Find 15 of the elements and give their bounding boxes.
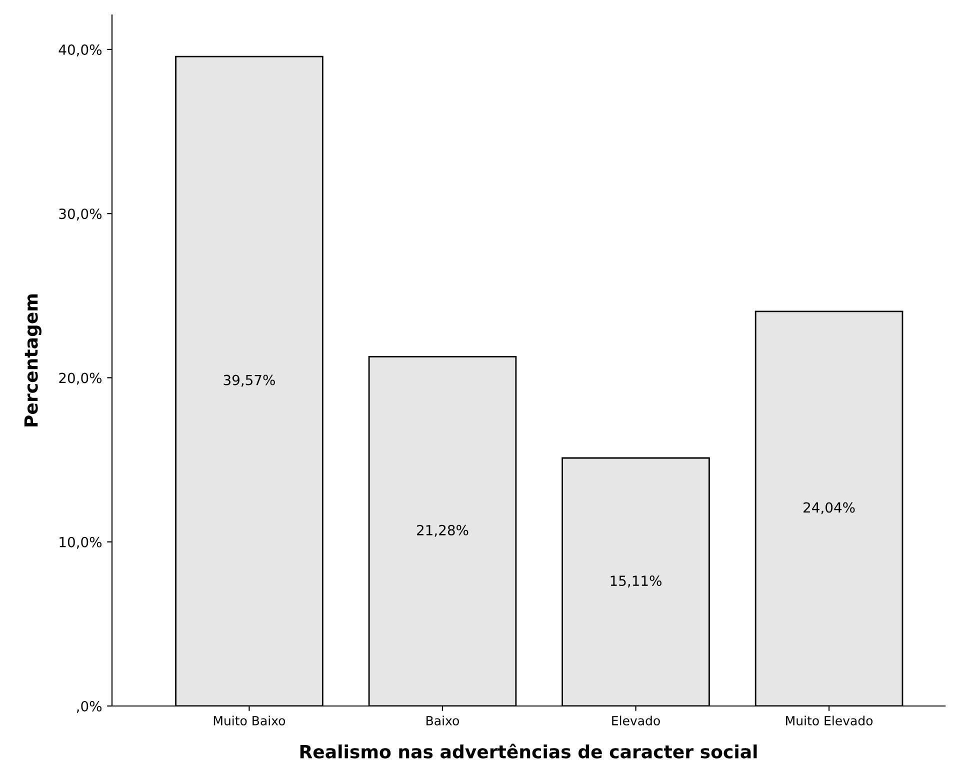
y-tick-label: 20,0% — [59, 372, 102, 385]
data-label: 15,11% — [610, 576, 662, 588]
y-tick-label: 40,0% — [58, 44, 102, 56]
x-axis-title: Realismo nas advertências de caracter social — [300, 744, 757, 758]
x-tick-label: Muito Elevado — [786, 716, 873, 726]
data-label: 39,57% — [224, 374, 275, 387]
y-tick-label: 30,0% — [59, 208, 102, 220]
y-tick-label: 10,0% — [60, 536, 102, 549]
x-tick-label: Baixo — [426, 716, 459, 726]
data-label: 21,28% — [417, 524, 468, 537]
y-tick-label: ,0% — [76, 700, 102, 713]
data-label: 24,04% — [804, 502, 855, 514]
x-tick-label: Muito Baixo — [214, 716, 286, 726]
y-axis-title: Percentagem — [24, 294, 42, 426]
x-tick-label: Elevado — [612, 716, 660, 726]
